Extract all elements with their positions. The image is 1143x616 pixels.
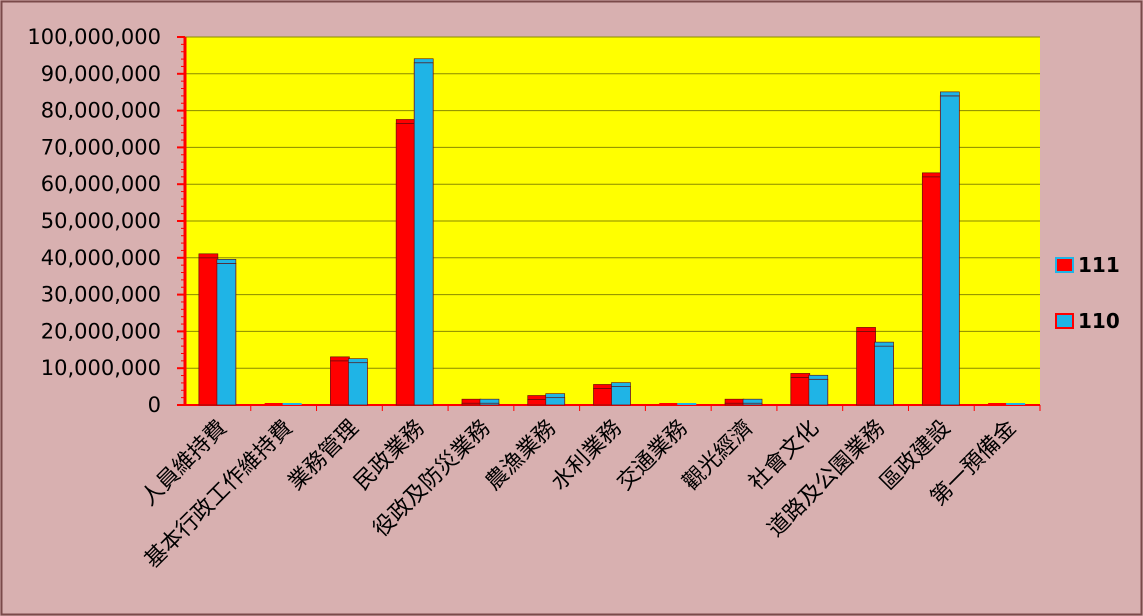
bar-series-1 [1006, 403, 1026, 405]
y-tick-label: 50,000,000 [41, 209, 161, 233]
bar-series-0 [330, 360, 350, 406]
x-category-label: 交通業務 [613, 416, 693, 496]
bar-series-0 [921, 176, 942, 406]
x-category-label: 業務管理 [284, 416, 364, 496]
y-tick-label: 0 [148, 393, 161, 417]
bar-cap [593, 384, 613, 389]
bar-series-0 [264, 403, 284, 405]
bar-cap [922, 172, 942, 178]
x-category-label: 觀光經濟 [678, 416, 758, 496]
x-category-label: 道路及公園業務 [763, 416, 890, 543]
bar-series-1 [348, 362, 368, 406]
bar-cap [198, 253, 219, 259]
bar-cap [611, 382, 631, 387]
bar-cap [348, 358, 368, 363]
x-category-label: 農漁業務 [481, 416, 561, 496]
bar-cap [461, 398, 482, 404]
bar-cap [545, 393, 566, 398]
y-tick-label: 90,000,000 [41, 62, 161, 86]
bar-cap [742, 398, 763, 404]
bar-cap [874, 341, 894, 347]
y-tick-label: 30,000,000 [41, 283, 161, 307]
bar-series-0 [659, 403, 679, 405]
y-tick-label: 40,000,000 [41, 246, 161, 270]
bar-series-0 [988, 403, 1008, 405]
bar-cap [940, 91, 960, 97]
bar-cap [330, 356, 350, 362]
bar-cap [395, 119, 416, 124]
y-tick-label: 60,000,000 [41, 172, 161, 196]
bar-series-1 [939, 95, 960, 406]
x-category-label: 水利業務 [547, 416, 627, 496]
bar-series-0 [790, 376, 811, 406]
bar-series-0 [856, 330, 876, 406]
y-tick-label: 100,000,000 [27, 25, 161, 49]
bar-series-1 [874, 345, 894, 406]
bar-series-1 [611, 386, 631, 406]
y-tick-label: 70,000,000 [41, 135, 161, 159]
bar-series-0 [395, 123, 416, 406]
bar-cap [216, 259, 237, 264]
bar-series-1 [677, 403, 697, 405]
bar-cap [856, 327, 876, 332]
y-tick-label: 20,000,000 [41, 319, 161, 343]
bar-series-1 [282, 403, 302, 405]
y-tick-label: 10,000,000 [41, 356, 161, 380]
bar-cap [790, 373, 811, 378]
bar-series-1 [216, 262, 237, 406]
bar-series-1 [808, 378, 829, 406]
bar-cap [479, 398, 500, 404]
bar-series-0 [198, 257, 219, 406]
bar-cap [808, 374, 829, 380]
legend-label: 111 [1078, 253, 1120, 277]
bar-series-1 [413, 62, 434, 406]
legend-swatch [1055, 313, 1074, 329]
bar-cap [527, 395, 548, 400]
bar-cap [413, 58, 434, 64]
legend-label: 110 [1078, 309, 1120, 333]
bar-series-0 [593, 388, 613, 406]
legend-swatch [1055, 257, 1074, 273]
bar-series-1 [545, 397, 566, 406]
bar-series-0 [527, 399, 548, 406]
y-tick-label: 80,000,000 [41, 99, 161, 123]
bar-cap [724, 398, 745, 404]
x-category-label: 役政及防災業務 [369, 416, 496, 543]
